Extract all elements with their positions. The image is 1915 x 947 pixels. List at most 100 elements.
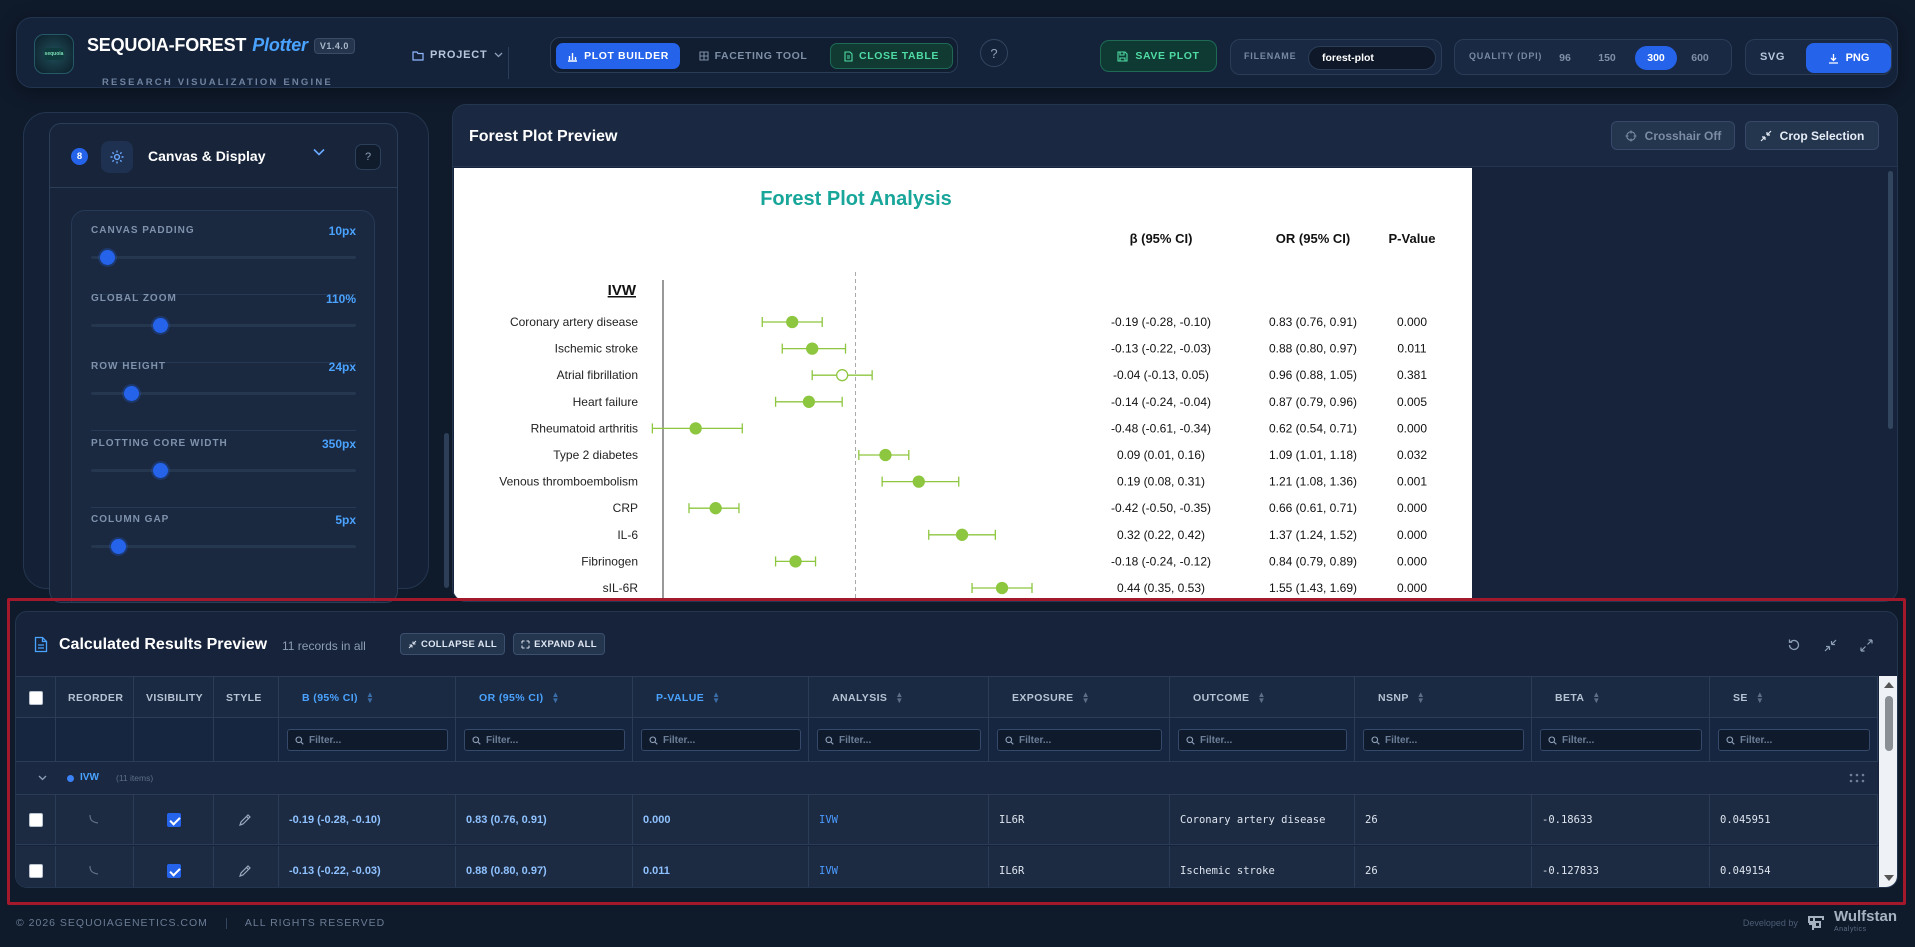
- sort-icon[interactable]: ▲ ▼: [1416, 690, 1426, 705]
- sort-icon[interactable]: ▲ ▼: [551, 690, 560, 705]
- crosshair-toggle-button[interactable]: Crosshair Off: [1611, 121, 1735, 150]
- column-header-row: REORDER VISIBILITY STYLE Β (95% CI) ▲ ▼ OR (95…: [16, 676, 1878, 719]
- search-icon: [1371, 735, 1380, 745]
- faceting-tool-tab[interactable]: FACETING TOOL: [689, 43, 817, 69]
- sort-icon[interactable]: ▲ ▼: [1755, 690, 1765, 705]
- help-icon[interactable]: ?: [980, 39, 1008, 67]
- filter-input[interactable]: Filter...: [464, 729, 625, 751]
- filter-input[interactable]: Filter...: [1718, 729, 1870, 751]
- column-header[interactable]: NSNP ▲ ▼: [1355, 677, 1532, 719]
- chevron-down-icon[interactable]: [313, 148, 325, 156]
- project-menu-button[interactable]: PROJECT: [412, 49, 503, 61]
- row-label: Type 2 diabetes: [553, 448, 638, 462]
- drag-grip-icon[interactable]: [1849, 773, 1865, 783]
- svg-format-button[interactable]: SVG: [1760, 51, 1786, 63]
- plot-builder-tab[interactable]: PLOT BUILDER: [556, 43, 680, 69]
- visibility-checkbox[interactable]: [167, 813, 181, 827]
- brand-name: SEQUOIA-FOREST: [87, 35, 247, 55]
- slider-track[interactable]: [91, 539, 356, 554]
- slider-knob[interactable]: [152, 318, 168, 333]
- sort-icon[interactable]: ▲ ▼: [895, 690, 904, 705]
- column-header[interactable]: SE ▲ ▼: [1710, 677, 1878, 719]
- panel-scrollbar[interactable]: [444, 433, 449, 588]
- column-header[interactable]: OUTCOME ▲ ▼: [1170, 677, 1355, 719]
- expand-icon: [521, 640, 530, 648]
- point-estimate: [689, 422, 702, 435]
- group-row[interactable]: IVW (11 items): [16, 762, 1878, 795]
- slider-3: PLOTTING CORE WIDTH 350px: [72, 437, 374, 508]
- sort-icon[interactable]: ▲ ▼: [712, 690, 721, 705]
- beta-ci-cell: -0.19 (-0.28, -0.10): [279, 795, 456, 845]
- filename-input[interactable]: forest-plot: [1308, 46, 1436, 70]
- drag-handle-icon[interactable]: [86, 813, 100, 827]
- sort-icon[interactable]: ▲ ▼: [1257, 690, 1266, 705]
- expand-all-button[interactable]: EXPAND ALL: [513, 633, 605, 655]
- maximize-icon[interactable]: [1857, 636, 1875, 654]
- point-estimate: [955, 528, 969, 541]
- or-ci-label: 0.88 (0.80, 0.97): [1269, 342, 1357, 356]
- beta-ci-label: 0.09 (0.01, 0.16): [1117, 448, 1205, 462]
- filter-input[interactable]: Filter...: [997, 729, 1162, 751]
- filter-input[interactable]: Filter...: [1178, 729, 1347, 751]
- slider-knob[interactable]: [110, 539, 126, 554]
- mode-switcher: PLOT BUILDER FACETING TOOL CLOSE TABLE: [550, 37, 958, 73]
- style-brush-icon[interactable]: [238, 864, 252, 878]
- dpi-option-600[interactable]: 600: [1691, 52, 1709, 64]
- table-row[interactable]: -0.19 (-0.28, -0.10) 0.83 (0.76, 0.91) 0.0…: [16, 795, 1878, 845]
- slider-track[interactable]: [91, 463, 356, 478]
- style-brush-icon[interactable]: [238, 813, 252, 827]
- select-all-checkbox[interactable]: [29, 691, 43, 705]
- sort-icon[interactable]: ▲ ▼: [1081, 690, 1090, 705]
- point-estimate: [912, 475, 925, 488]
- column-header[interactable]: ANALYSIS ▲ ▼: [809, 677, 989, 719]
- collapse-all-button[interactable]: COLLAPSE ALL: [400, 633, 505, 655]
- crop-selection-button[interactable]: Crop Selection: [1745, 121, 1879, 150]
- slider-track[interactable]: [91, 318, 356, 333]
- row-checkbox[interactable]: [29, 864, 43, 878]
- png-download-button[interactable]: PNG: [1806, 43, 1891, 73]
- scroll-down-icon[interactable]: [1884, 875, 1894, 881]
- visibility-checkbox[interactable]: [167, 864, 181, 878]
- dpi-option-96[interactable]: 96: [1559, 52, 1571, 64]
- scroll-up-icon[interactable]: [1884, 682, 1894, 688]
- column-header[interactable]: EXPOSURE ▲ ▼: [989, 677, 1170, 719]
- slider-track[interactable]: [91, 386, 356, 401]
- chevron-down-icon[interactable]: [38, 775, 47, 781]
- save-plot-button[interactable]: SAVE PLOT: [1100, 40, 1217, 72]
- filter-input[interactable]: Filter...: [641, 729, 801, 751]
- table-row[interactable]: -0.13 (-0.22, -0.03) 0.88 (0.80, 0.97) 0.0…: [16, 846, 1878, 887]
- slider-knob[interactable]: [152, 463, 168, 478]
- slider-knob[interactable]: [123, 386, 139, 401]
- p-value-label: 0.000: [1397, 528, 1427, 542]
- column-header[interactable]: Β (95% CI) ▲ ▼: [279, 677, 456, 719]
- column-header[interactable]: BETA ▲ ▼: [1532, 677, 1710, 719]
- dpi-option-300[interactable]: 300: [1635, 46, 1677, 70]
- sort-icon[interactable]: ▲ ▼: [1592, 690, 1601, 705]
- p-value-label: 0.381: [1397, 368, 1427, 382]
- filter-input[interactable]: Filter...: [817, 729, 981, 751]
- slider-knob[interactable]: [99, 250, 115, 265]
- section-header[interactable]: 8 Canvas & Display ?: [50, 124, 397, 188]
- minimize-icon[interactable]: [1821, 636, 1839, 654]
- slider-track[interactable]: [91, 250, 356, 265]
- table-scrollbar[interactable]: [1879, 676, 1897, 887]
- close-table-button[interactable]: CLOSE TABLE: [830, 43, 953, 69]
- column-header[interactable]: P-VALUE ▲ ▼: [633, 677, 809, 719]
- filter-input[interactable]: Filter...: [1363, 729, 1524, 751]
- p-value-cell: 0.011: [633, 846, 809, 887]
- row-checkbox[interactable]: [29, 813, 43, 827]
- filter-input[interactable]: Filter...: [1540, 729, 1702, 751]
- drag-handle-icon[interactable]: [86, 864, 100, 878]
- point-estimate: [806, 342, 819, 355]
- help-icon[interactable]: ?: [355, 144, 381, 170]
- scrollbar-thumb[interactable]: [1885, 696, 1893, 751]
- preview-scrollbar[interactable]: [1888, 171, 1893, 429]
- filter-input[interactable]: Filter...: [287, 729, 448, 751]
- beta-ci-label: -0.48 (-0.61, -0.34): [1111, 421, 1211, 435]
- column-header[interactable]: OR (95% CI) ▲ ▼: [456, 677, 633, 719]
- reset-icon[interactable]: [1785, 636, 1803, 654]
- slider-label: CANVAS PADDING: [91, 225, 195, 236]
- dpi-option-150[interactable]: 150: [1598, 52, 1616, 64]
- sort-icon[interactable]: ▲ ▼: [365, 690, 375, 705]
- filter-cell: Filter...: [809, 718, 989, 762]
